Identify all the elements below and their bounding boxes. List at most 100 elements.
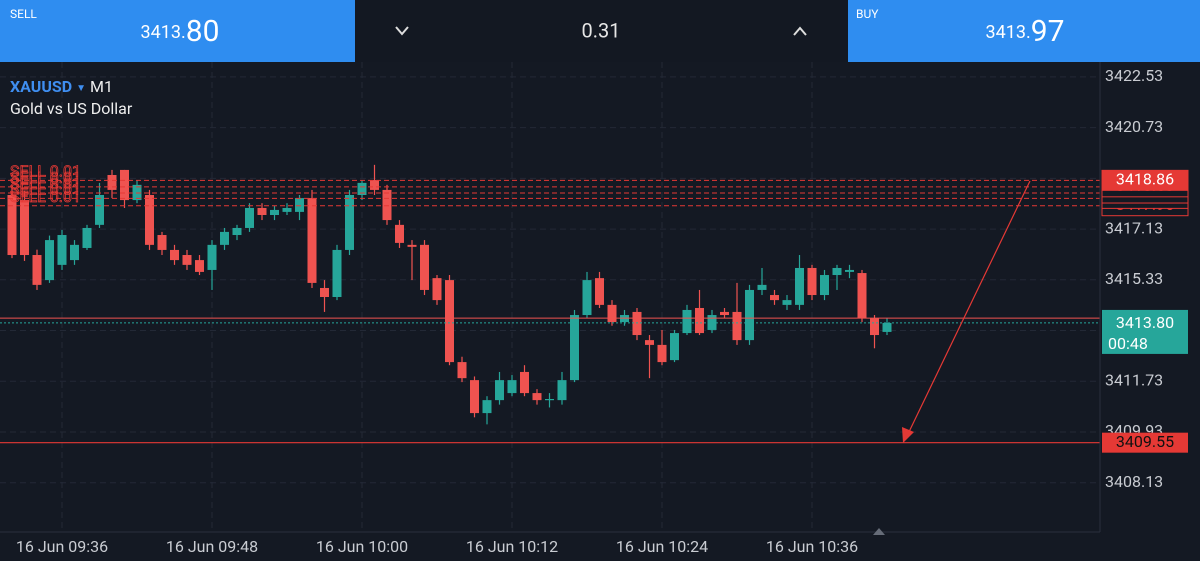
scroll-marker[interactable]	[873, 528, 885, 535]
sell-price: 3413.80	[141, 14, 220, 49]
candle-body	[645, 340, 654, 345]
buy-price: 3413.97	[986, 14, 1065, 49]
candle-body	[670, 333, 679, 361]
x-tick-label: 16 Jun 09:48	[166, 537, 258, 556]
candle-body	[632, 311, 642, 336]
candle-body	[320, 287, 329, 297]
symbol-header[interactable]: XAUUSD ▼ M1	[10, 77, 113, 96]
candle-body	[745, 289, 754, 341]
candle-body	[857, 273, 867, 319]
candle-body	[370, 180, 379, 190]
candle-body	[420, 244, 429, 290]
candle-body	[145, 194, 154, 245]
sell-label: SELL	[10, 7, 37, 21]
order-price-box	[1102, 170, 1188, 191]
order-label: SELL 0.01	[10, 168, 81, 187]
buy-label: BUY	[856, 7, 879, 21]
candle-body	[395, 224, 404, 243]
target-price-label: 3409.55	[1116, 432, 1174, 451]
bid-price-box	[1102, 309, 1188, 354]
candle-body	[182, 255, 192, 265]
candle-body	[270, 209, 279, 216]
increase-button[interactable]	[793, 26, 807, 36]
y-tick-label: 3420.73	[1105, 117, 1163, 136]
symbol[interactable]: XAUUSD	[10, 77, 72, 96]
annotation-arrow	[906, 180, 1031, 437]
candle-body	[570, 315, 579, 381]
candle-body	[195, 260, 204, 272]
decrease-button[interactable]	[395, 26, 409, 36]
dropdown-icon[interactable]: ▼	[76, 83, 86, 94]
candle-body	[720, 311, 729, 316]
candle-body	[595, 278, 604, 305]
candle-body	[495, 380, 504, 401]
candle-body	[282, 207, 292, 212]
x-tick-label: 16 Jun 10:00	[316, 537, 408, 556]
sell-button[interactable]	[0, 0, 355, 62]
candle-body	[157, 235, 167, 250]
candle-body	[407, 244, 417, 247]
countdown: 00:48	[1108, 334, 1148, 353]
candle-body	[482, 400, 492, 414]
candle-body	[70, 244, 79, 261]
candle-body	[332, 249, 342, 297]
candle-body	[357, 182, 367, 195]
candle-body	[32, 255, 42, 285]
candle-body	[820, 275, 829, 296]
candle-body	[582, 280, 592, 316]
candle-body	[207, 244, 217, 270]
candle-body	[107, 174, 117, 190]
target-price-box	[1102, 432, 1188, 453]
x-tick-label: 16 Jun 10:24	[616, 537, 708, 556]
candle-body	[170, 249, 179, 261]
candle-body	[445, 280, 454, 363]
sell-price-small: 3413.	[141, 22, 186, 43]
candle-body	[557, 380, 567, 401]
spread: 0.31	[582, 18, 621, 42]
candle-body	[120, 169, 129, 201]
candle-body	[520, 371, 529, 394]
x-tick-label: 16 Jun 09:36	[16, 537, 108, 556]
order-label: SELL 0.01	[10, 187, 81, 206]
candle-body	[882, 322, 892, 332]
candle-body	[257, 207, 267, 216]
candle-body	[432, 278, 442, 301]
x-tick-label: 16 Jun 10:36	[766, 537, 858, 556]
candle-body	[757, 284, 767, 290]
candle-body	[782, 300, 792, 305]
y-tick-label: 3417.13	[1105, 218, 1163, 237]
buy-price-small: 3413.	[986, 22, 1031, 43]
arrow-head	[902, 427, 914, 443]
candle-body	[20, 200, 29, 256]
candle-body	[682, 309, 692, 334]
candle-body	[732, 311, 742, 341]
sell-price-large: 80	[186, 14, 220, 49]
candle-body	[295, 198, 304, 212]
candle-body	[307, 198, 317, 283]
candle-body	[345, 194, 354, 250]
candle-body	[507, 380, 517, 394]
candle-body	[457, 362, 467, 379]
candle-body	[245, 207, 254, 228]
x-tick-label: 16 Jun 10:12	[466, 537, 558, 556]
candle-body	[832, 267, 842, 276]
order-label: SELL 0.01	[10, 180, 81, 199]
candle-body	[770, 295, 779, 301]
candle-body	[82, 227, 92, 248]
candle-body	[95, 194, 104, 225]
y-tick-label: 3415.33	[1105, 269, 1163, 288]
y-tick-label: 3422.53	[1105, 66, 1163, 85]
candle-body	[470, 380, 479, 414]
y-tick-label: 3411.73	[1105, 370, 1163, 389]
candle-body	[232, 227, 242, 236]
buy-button[interactable]	[848, 0, 1200, 62]
candle-body	[7, 194, 17, 256]
candle-body	[57, 235, 67, 265]
candle-body	[607, 304, 617, 323]
timeframe[interactable]: M1	[90, 77, 113, 96]
candle-body	[795, 267, 804, 305]
candle-body	[532, 393, 542, 401]
